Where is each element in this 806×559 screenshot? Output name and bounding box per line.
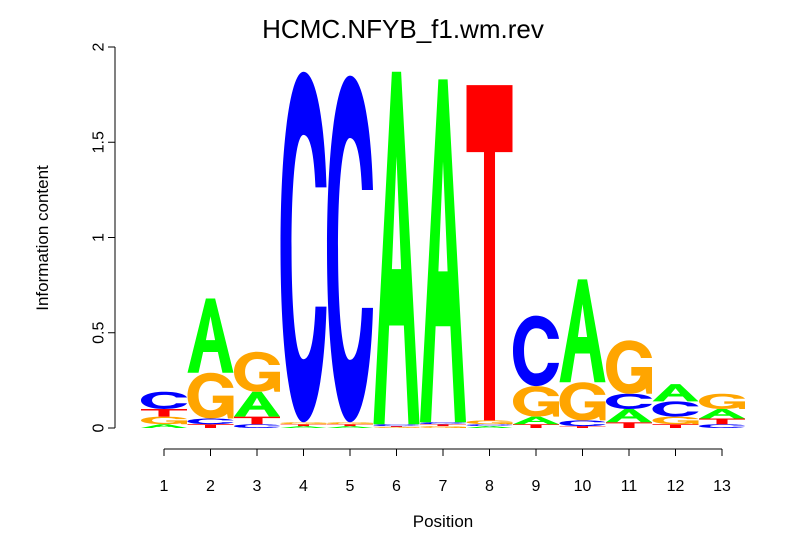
letter-t: [513, 424, 559, 428]
letter-a: [606, 408, 652, 423]
x-tick-label: 3: [253, 478, 262, 495]
letter-g: [327, 422, 373, 425]
x-tick-label: 9: [532, 478, 541, 495]
letter-a: [373, 71, 420, 425]
letter-t: [606, 422, 652, 428]
letter-g: [141, 416, 187, 425]
letter-a: [466, 426, 513, 428]
letter-t: [699, 418, 745, 425]
logo-column-7: [420, 79, 466, 428]
letter-g: [699, 393, 745, 409]
logo-column-13: [699, 393, 745, 428]
letter-c: [327, 75, 373, 423]
logo-column-1: [141, 391, 187, 428]
y-axis: 0 0.5 1 1.5 2: [91, 42, 116, 432]
letter-g: [280, 422, 327, 425]
y-tick-label: 0.5: [91, 322, 108, 344]
chart-title: HCMC.NFYB_f1.wm.rev: [262, 14, 544, 44]
letter-c: [234, 424, 280, 428]
letter-t: [327, 424, 373, 427]
x-tick-label: 6: [392, 478, 401, 495]
letter-t: [234, 416, 280, 425]
y-tick-label: 1.5: [91, 131, 108, 153]
letter-a: [420, 79, 466, 423]
logo-column-10: [559, 279, 606, 428]
logo-column-5: [327, 75, 373, 428]
x-tick-label: 7: [439, 478, 448, 495]
logo-column-4: [280, 71, 327, 428]
letter-g: [420, 426, 466, 428]
letter-a: [187, 298, 234, 373]
letter-t: [652, 424, 699, 428]
logo-column-11: [606, 340, 652, 428]
y-axis-label: Information content: [33, 165, 52, 311]
letter-a: [699, 408, 745, 419]
logo-column-6: [373, 71, 420, 428]
y-tick-label: 2: [91, 42, 108, 51]
letter-g: [513, 386, 559, 417]
x-tick-label: 13: [713, 478, 731, 495]
x-tick-label: 10: [574, 478, 592, 495]
logo-column-12: [652, 384, 699, 428]
letter-t: [420, 424, 466, 427]
letter-c: [280, 71, 327, 423]
y-axis-ticks: 0 0.5 1 1.5 2: [91, 42, 115, 432]
letter-c: [606, 393, 652, 409]
letter-c: [187, 418, 234, 425]
letter-a: [234, 391, 280, 417]
x-tick-label: 8: [485, 478, 494, 495]
x-axis-ticks: 1 2 3 4 5 6 7 8 9 10 11 12 13: [160, 449, 731, 495]
x-axis-label: Position: [413, 512, 473, 531]
letter-t: [559, 426, 606, 428]
letter-t: [141, 408, 187, 417]
letter-a: [513, 416, 559, 425]
letter-g: [466, 420, 513, 425]
y-tick-label: 0: [91, 423, 108, 432]
x-tick-label: 1: [160, 478, 169, 495]
x-tick-label: 11: [621, 478, 638, 495]
letter-g: [373, 427, 420, 428]
letter-g: [187, 372, 234, 419]
y-tick-label: 1: [91, 233, 108, 242]
letter-c: [373, 424, 420, 427]
letter-a: [280, 426, 327, 428]
x-axis: 1 2 3 4 5 6 7 8 9 10 11 12 13: [160, 448, 731, 495]
logo-column-9: [513, 315, 559, 428]
letter-t: [187, 424, 234, 428]
letter-a: [141, 424, 187, 428]
letter-c: [141, 391, 187, 409]
letter-g: [234, 351, 280, 392]
letter-a: [652, 384, 699, 402]
letter-g: [559, 382, 606, 421]
letter-g: [606, 340, 652, 394]
letter-a: [327, 426, 373, 428]
logo-column-8: [466, 85, 513, 428]
letter-a: [559, 279, 606, 383]
logo-column-2: [187, 298, 234, 428]
x-tick-label: 12: [667, 478, 685, 495]
letter-c: [466, 424, 513, 427]
letter-t: [466, 85, 513, 421]
x-tick-label: 2: [206, 478, 215, 495]
letter-g: [652, 416, 699, 425]
letter-t: [280, 424, 327, 427]
logo-column-3: [234, 351, 280, 428]
x-tick-label: 5: [346, 478, 355, 495]
letter-c: [699, 424, 745, 428]
x-tick-label: 4: [299, 478, 308, 495]
letter-stacks: [141, 71, 745, 428]
letter-c: [420, 422, 466, 425]
letter-t: [373, 426, 420, 428]
letter-c: [559, 420, 606, 427]
letter-c: [513, 315, 559, 387]
letter-c: [652, 401, 699, 417]
